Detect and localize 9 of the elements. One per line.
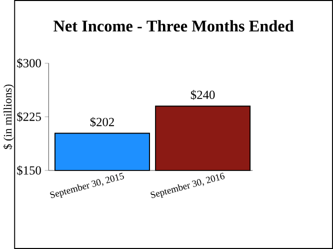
data-label: $240	[190, 90, 215, 100]
y-tick-label: $150	[17, 165, 41, 176]
y-axis-title: $ (in millions)	[3, 84, 14, 150]
x-tick-label: September 30, 2015	[50, 172, 124, 198]
y-tick-label: $225	[17, 112, 41, 122]
x-tick-label: September 30, 2016	[150, 172, 225, 198]
chart-title: Net Income - Three Months Ended	[54, 20, 294, 32]
y-tick-label: $300	[17, 58, 41, 68]
data-label: $202	[90, 117, 114, 128]
